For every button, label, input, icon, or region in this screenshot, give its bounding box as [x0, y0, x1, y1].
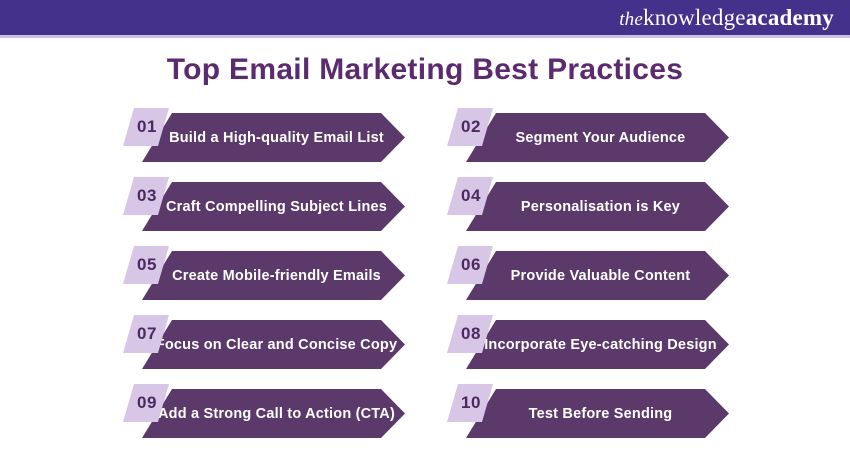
item-number-badge: 01	[123, 108, 169, 146]
item-number: 10	[461, 393, 481, 412]
practice-item-09: Add a Strong Call to Action (CTA) 09	[142, 389, 405, 438]
practice-item-02: Segment Your Audience 02	[466, 113, 729, 162]
practice-item-08: Incorporate Eye-catching Design 08	[466, 320, 729, 369]
item-number: 08	[461, 324, 481, 343]
practice-item-01: Build a High-quality Email List 01	[142, 113, 405, 162]
knowledge-academy-logo: theknowledgeacademy	[619, 6, 834, 29]
item-label: Focus on Clear and Concise Copy	[155, 336, 398, 353]
item-banner: Segment Your Audience	[466, 113, 729, 162]
item-number: 03	[137, 186, 157, 205]
logo-knowledge: knowledge	[643, 5, 746, 30]
item-label: Craft Compelling Subject Lines	[165, 198, 388, 215]
item-number: 07	[137, 324, 157, 343]
item-banner: Build a High-quality Email List	[142, 113, 405, 162]
logo-the: the	[619, 9, 643, 30]
item-label: Build a High-quality Email List	[169, 129, 384, 146]
item-banner: Add a Strong Call to Action (CTA)	[142, 389, 405, 438]
item-label: Create Mobile-friendly Emails	[172, 267, 381, 284]
logo-academy: academy	[745, 5, 834, 30]
item-number: 05	[137, 255, 157, 274]
practice-item-07: Focus on Clear and Concise Copy 07	[142, 320, 405, 369]
item-number: 01	[137, 117, 157, 136]
item-banner: Focus on Clear and Concise Copy	[142, 320, 405, 369]
item-number: 02	[461, 117, 481, 136]
item-label: Test Before Sending	[528, 405, 673, 422]
item-banner: Provide Valuable Content	[466, 251, 729, 300]
item-label: Provide Valuable Content	[510, 267, 691, 284]
item-label: Segment Your Audience	[515, 129, 686, 146]
practice-item-04: Personalisation is Key 04	[466, 182, 729, 231]
practice-item-05: Create Mobile-friendly Emails 05	[142, 251, 405, 300]
practices-grid: Build a High-quality Email List 01 Segme…	[142, 113, 850, 438]
item-banner: Incorporate Eye-catching Design	[466, 320, 729, 369]
header-bar: theknowledgeacademy	[0, 0, 850, 38]
item-banner: Craft Compelling Subject Lines	[142, 182, 405, 231]
item-banner: Create Mobile-friendly Emails	[142, 251, 405, 300]
practice-item-03: Craft Compelling Subject Lines 03	[142, 182, 405, 231]
item-label: Personalisation is Key	[520, 198, 681, 215]
item-label: Add a Strong Call to Action (CTA)	[158, 405, 395, 422]
item-number: 06	[461, 255, 481, 274]
item-number: 09	[137, 393, 157, 412]
page-title: Top Email Marketing Best Practices	[166, 53, 684, 86]
item-banner: Test Before Sending	[466, 389, 729, 438]
item-label: Incorporate Eye-catching Design	[484, 336, 717, 353]
practice-item-06: Provide Valuable Content 06	[466, 251, 729, 300]
item-banner: Personalisation is Key	[466, 182, 729, 231]
item-number: 04	[461, 186, 481, 205]
practice-item-10: Test Before Sending 10	[466, 389, 729, 438]
